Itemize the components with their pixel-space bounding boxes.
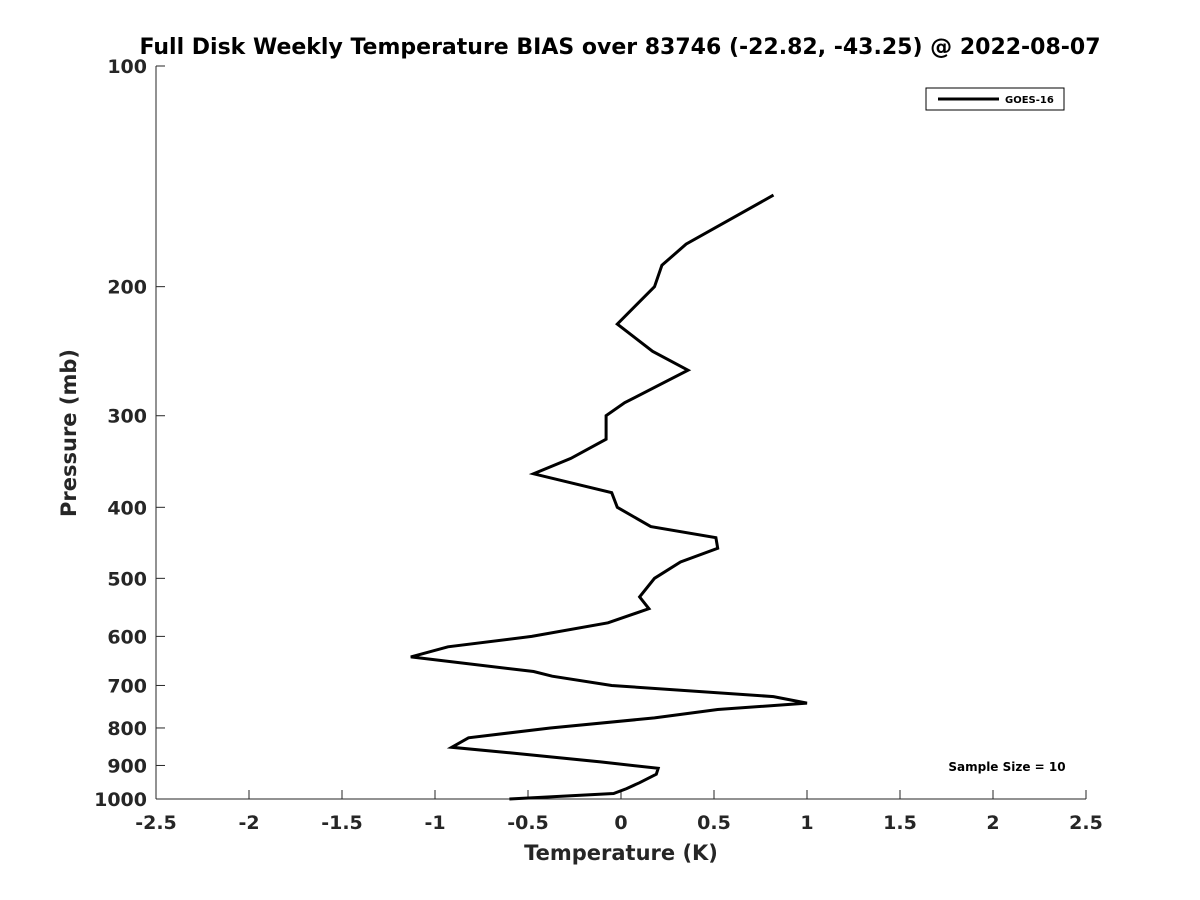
y-tick-label: 700	[107, 675, 147, 697]
y-tick-label: 900	[107, 755, 147, 777]
x-tick-label: -1.5	[321, 812, 363, 834]
y-tick-label: 600	[107, 626, 147, 648]
legend: GOES-16	[925, 87, 1065, 111]
x-tick-label: 1.5	[883, 812, 917, 834]
sample-size-annotation: Sample Size = 10	[948, 760, 1065, 774]
x-tick-label: -0.5	[507, 812, 549, 834]
y-axis-label: Pressure (mb)	[57, 349, 81, 517]
y-tick-label: 500	[107, 568, 147, 590]
series-line-goes-16	[410, 193, 808, 801]
x-tick-label: -2	[238, 812, 259, 834]
x-tick-label: -1	[424, 812, 445, 834]
ticks-layer: -2.5 -2 -1.5 -1 -0.5 0 0.5 1 1.5 2 2.5 100 200 300 400…	[94, 56, 1103, 834]
plot-area	[156, 66, 1086, 799]
y-tick-label: 200	[107, 277, 147, 299]
y-tick-label: 100	[107, 56, 147, 78]
x-tick-label: 2.5	[1069, 812, 1103, 834]
x-axis-label: Temperature (K)	[524, 841, 718, 865]
x-tick-label: 1	[800, 812, 813, 834]
y-tick-label: 400	[107, 497, 147, 519]
y-tick-label: 800	[107, 718, 147, 740]
chart-title: Full Disk Weekly Temperature BIAS over 8…	[139, 35, 1100, 60]
y-tick-label: 300	[107, 406, 147, 428]
legend-label-goes-16: GOES-16	[1005, 95, 1054, 106]
x-tick-label: 2	[986, 812, 999, 834]
x-tick-label: 0	[614, 812, 627, 834]
x-tick-label: 0.5	[697, 812, 731, 834]
series-layer	[410, 193, 808, 801]
x-tick-label: -2.5	[135, 812, 177, 834]
y-tick-label: 1000	[94, 789, 147, 811]
